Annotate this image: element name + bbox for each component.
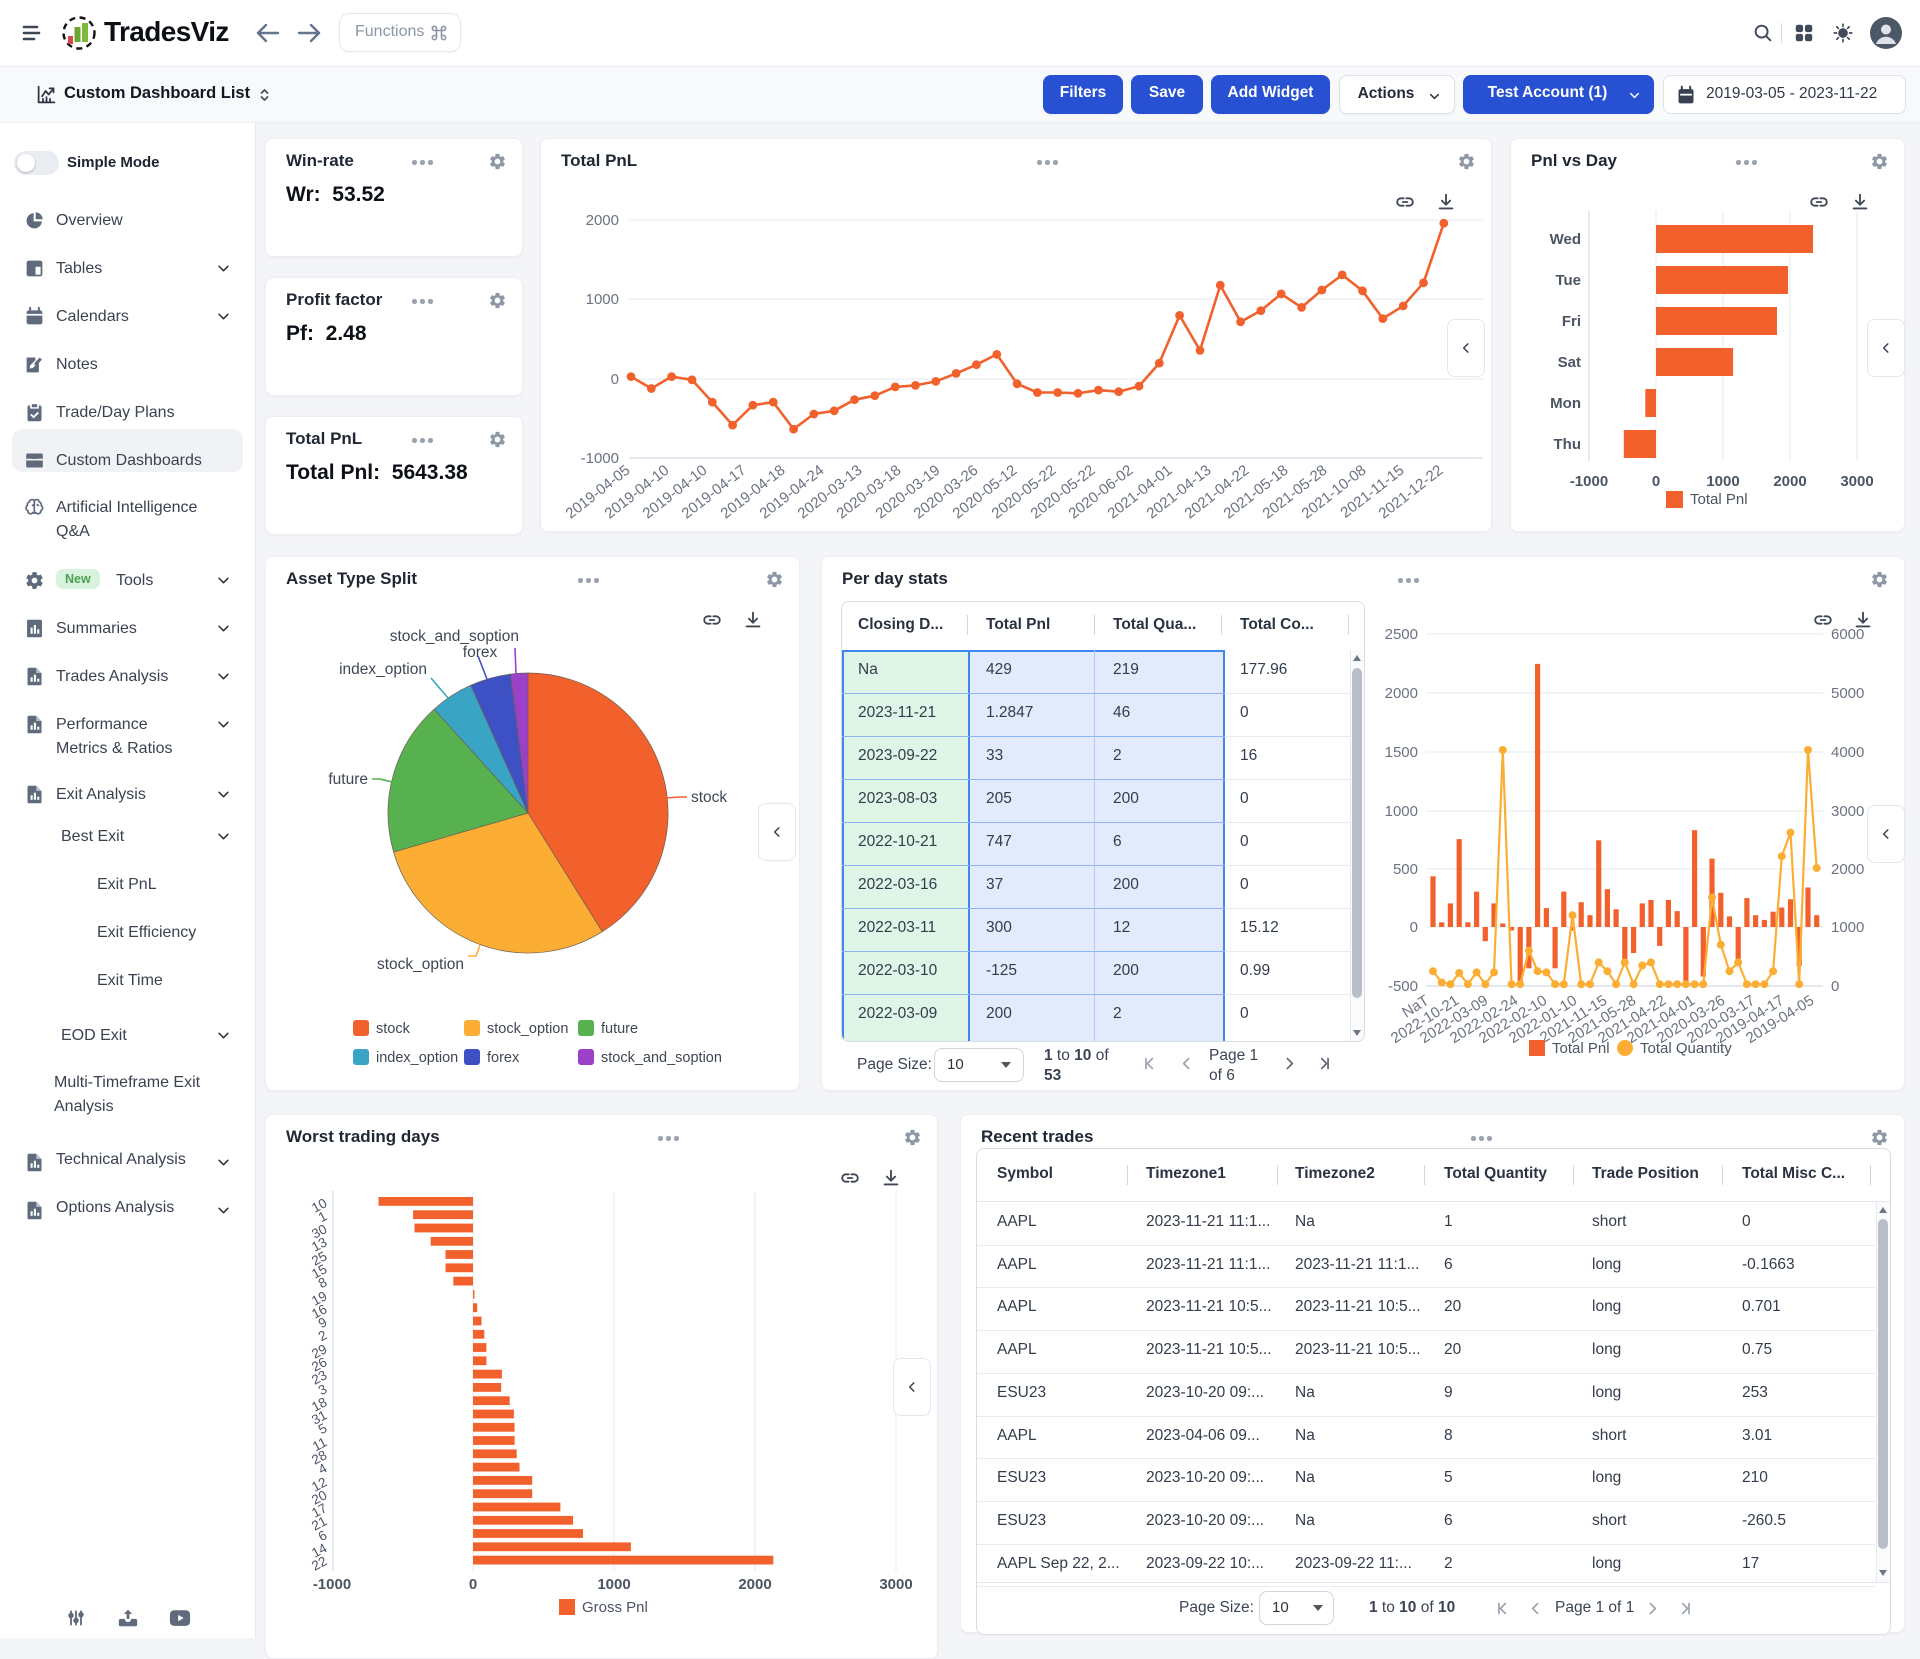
svg-text:2000: 2000: [586, 212, 619, 229]
svg-text:13: 13: [309, 1234, 329, 1254]
svg-text:15: 15: [309, 1261, 329, 1281]
svg-text:23: 23: [309, 1367, 329, 1387]
svg-text:29: 29: [309, 1341, 329, 1361]
svg-text:22: 22: [309, 1553, 329, 1573]
svg-text:0: 0: [1831, 978, 1839, 995]
svg-text:14: 14: [309, 1540, 330, 1561]
svg-text:5: 5: [316, 1420, 330, 1437]
svg-text:4000: 4000: [1831, 744, 1864, 761]
svg-text:Wed: Wed: [1550, 231, 1581, 248]
svg-text:-1000: -1000: [1570, 473, 1608, 490]
svg-text:future: future: [328, 771, 368, 788]
svg-text:1000: 1000: [1385, 803, 1418, 820]
svg-text:0: 0: [611, 371, 619, 388]
svg-text:5000: 5000: [1831, 685, 1864, 702]
svg-text:17: 17: [309, 1500, 329, 1520]
svg-text:Total Quantity: Total Quantity: [1640, 1040, 1732, 1057]
svg-text:Thu: Thu: [1554, 436, 1582, 453]
svg-text:Mon: Mon: [1550, 395, 1581, 412]
svg-text:stock_option: stock_option: [487, 1021, 568, 1037]
svg-text:2000: 2000: [1385, 685, 1418, 702]
svg-text:26: 26: [309, 1354, 329, 1374]
svg-text:Gross Pnl: Gross Pnl: [582, 1599, 648, 1616]
svg-text:1500: 1500: [1385, 744, 1418, 761]
svg-text:-1000: -1000: [313, 1576, 351, 1593]
svg-text:20: 20: [309, 1487, 329, 1507]
svg-text:-500: -500: [1388, 978, 1418, 995]
svg-text:2: 2: [316, 1327, 330, 1344]
svg-text:19: 19: [309, 1288, 329, 1308]
svg-text:index_option: index_option: [339, 661, 427, 678]
svg-text:2000: 2000: [1773, 473, 1806, 490]
svg-text:Sat: Sat: [1558, 354, 1581, 371]
svg-text:0: 0: [469, 1576, 477, 1593]
svg-text:1000: 1000: [1706, 473, 1739, 490]
svg-text:1000: 1000: [597, 1576, 630, 1593]
svg-text:1000: 1000: [586, 291, 619, 308]
svg-text:index_option: index_option: [376, 1050, 458, 1066]
svg-text:1000: 1000: [1831, 919, 1864, 936]
svg-text:3000: 3000: [1831, 803, 1864, 820]
svg-text:28: 28: [309, 1447, 329, 1467]
svg-text:stock_option: stock_option: [377, 956, 464, 973]
svg-text:25: 25: [309, 1248, 329, 1268]
svg-text:500: 500: [1393, 861, 1418, 878]
svg-text:Total Pnl: Total Pnl: [1552, 1040, 1610, 1057]
svg-text:3000: 3000: [879, 1576, 912, 1593]
svg-text:2000: 2000: [738, 1576, 771, 1593]
svg-text:10: 10: [309, 1195, 329, 1215]
svg-text:2000: 2000: [1831, 861, 1864, 878]
svg-text:2500: 2500: [1385, 626, 1418, 643]
svg-text:forex: forex: [487, 1050, 520, 1066]
svg-text:12: 12: [309, 1474, 329, 1494]
svg-text:stock: stock: [691, 789, 727, 806]
svg-text:stock: stock: [376, 1021, 411, 1037]
svg-text:forex: forex: [463, 644, 498, 661]
svg-text:11: 11: [310, 1434, 329, 1454]
svg-text:8: 8: [316, 1274, 330, 1291]
svg-text:18: 18: [309, 1394, 329, 1414]
svg-text:stock_and_soption: stock_and_soption: [601, 1050, 722, 1066]
svg-text:0: 0: [1410, 919, 1418, 936]
svg-text:6000: 6000: [1831, 626, 1864, 643]
svg-text:16: 16: [309, 1301, 329, 1321]
svg-text:Total Pnl: Total Pnl: [1690, 491, 1748, 508]
svg-text:3000: 3000: [1840, 473, 1873, 490]
svg-text:stock_and_soption: stock_and_soption: [390, 628, 519, 645]
svg-text:30: 30: [309, 1221, 329, 1241]
svg-text:0: 0: [1652, 473, 1660, 490]
svg-text:31: 31: [309, 1407, 329, 1427]
svg-text:-1000: -1000: [581, 450, 619, 467]
svg-text:21: 21: [309, 1513, 329, 1533]
svg-text:future: future: [601, 1021, 638, 1037]
svg-text:Tue: Tue: [1555, 272, 1581, 289]
svg-text:Fri: Fri: [1562, 313, 1581, 330]
svg-text:4: 4: [316, 1460, 330, 1477]
